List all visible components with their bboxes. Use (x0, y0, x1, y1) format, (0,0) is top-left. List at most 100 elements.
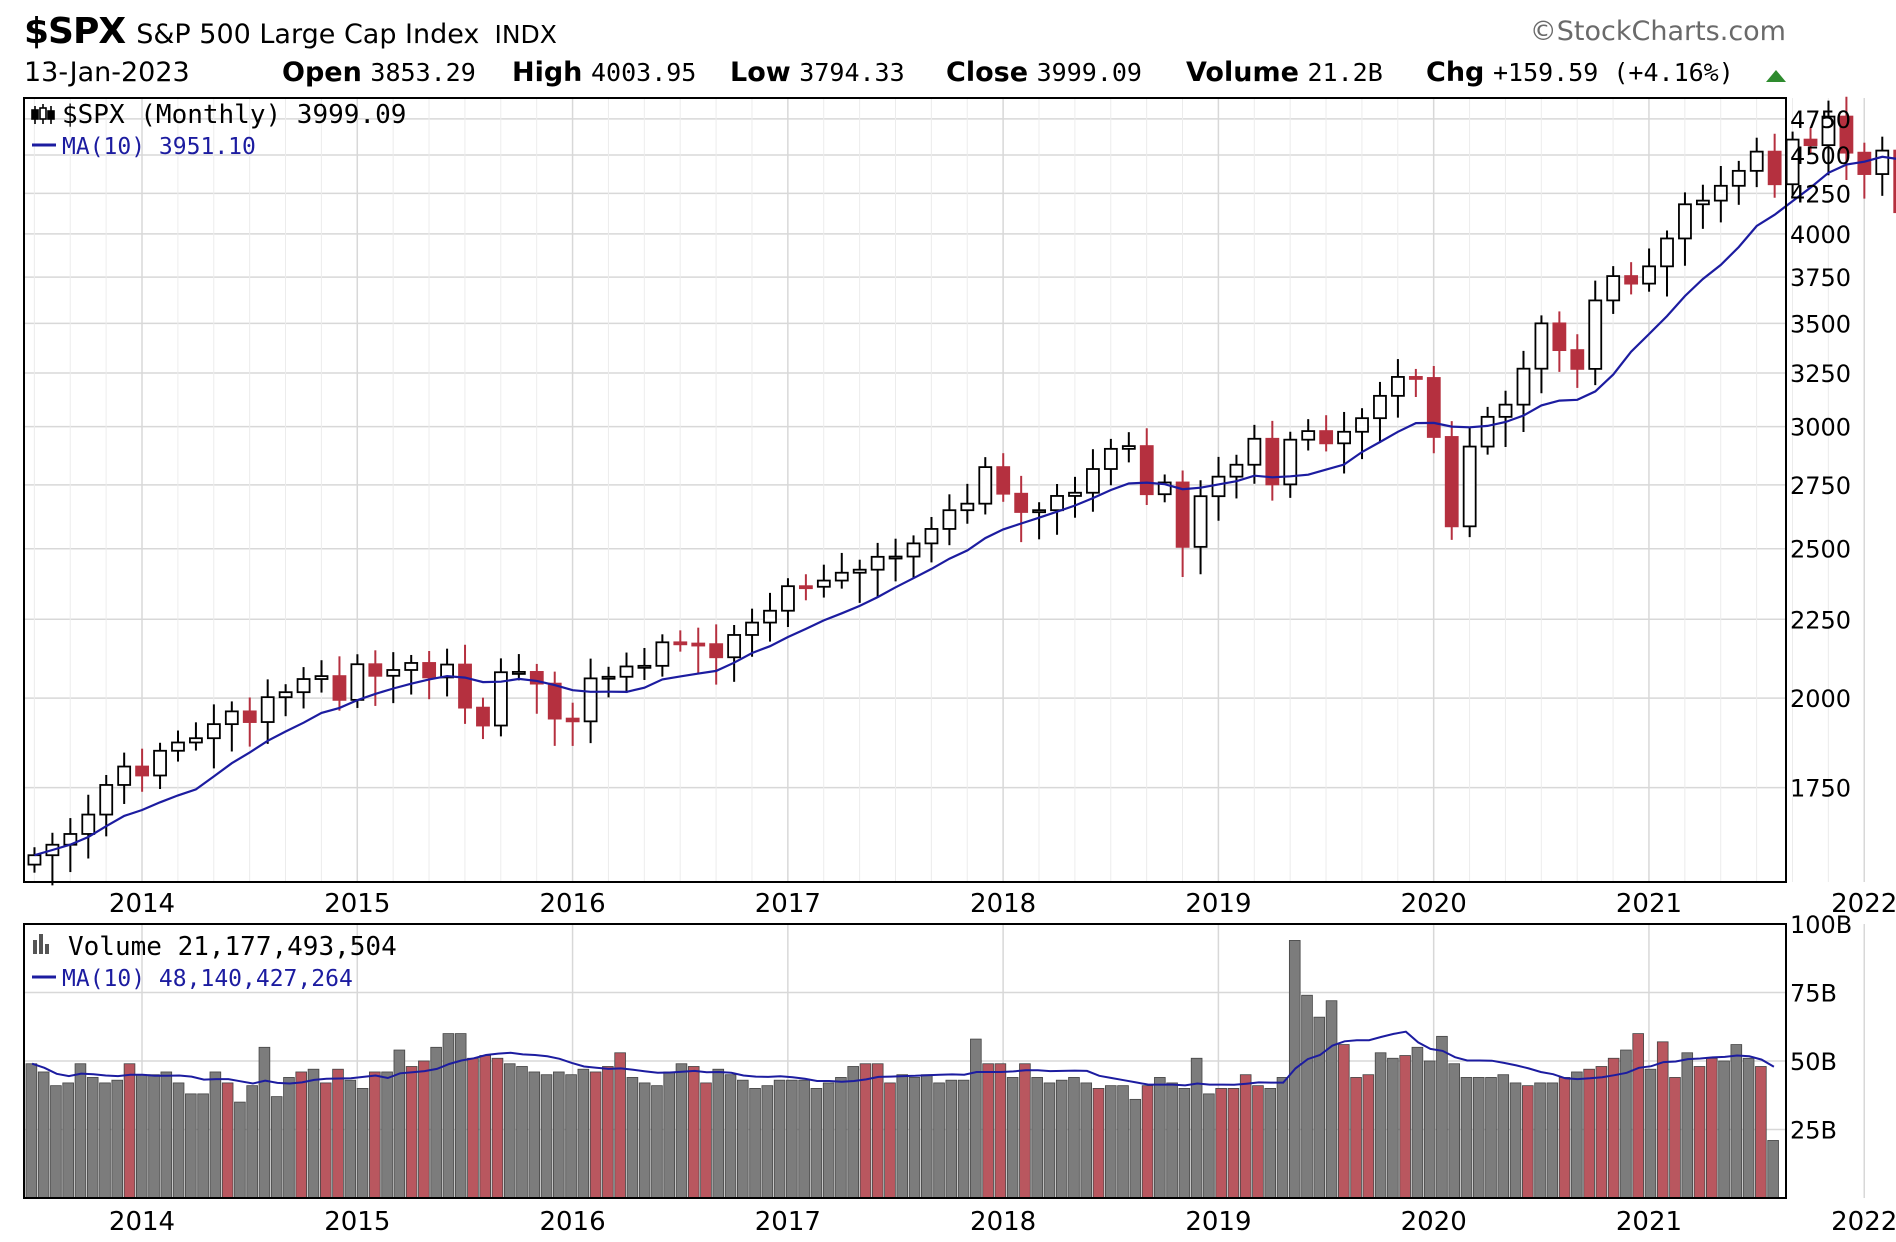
volume-year-label: 2014 (109, 1207, 175, 1237)
volume-bar (1080, 1082, 1093, 1199)
candle-up (1121, 432, 1136, 463)
quote-summary-row: 13-Jan-2023 Open 3853.29 High 4003.95 Lo… (24, 55, 1784, 91)
price-tick-label: 2250 (1790, 606, 1851, 634)
candle-up (834, 552, 849, 589)
volume-bar (74, 1063, 87, 1199)
volume-bar (1350, 1077, 1362, 1199)
candle-up (1068, 476, 1082, 518)
candle-down (1139, 428, 1154, 506)
volume-bar (25, 1063, 38, 1199)
price-year-label: 2016 (539, 889, 605, 919)
volume-bar (1252, 1085, 1264, 1199)
candlestick-legend-icon (31, 104, 55, 124)
price-ma-label: MA(10) 3951.10 (62, 134, 256, 160)
price-year-label: 2019 (1185, 889, 1251, 919)
volume-bar (651, 1085, 663, 1199)
candle-body (1462, 445, 1477, 528)
candle-body (1211, 475, 1226, 498)
volume-bar (884, 1082, 896, 1199)
price-moving-average-line (34, 155, 1896, 857)
volume-bar (1313, 1016, 1326, 1199)
brand-watermark: ©StockCharts.com (1529, 16, 1786, 47)
candle-body (242, 710, 257, 723)
volume-bar (1436, 1035, 1448, 1199)
candle-down (1803, 127, 1818, 154)
volume-bar (896, 1074, 909, 1199)
price-legend: $SPX (Monthly) 3999.09 MA(10) 3951.10 (31, 100, 406, 160)
volume-bar (1362, 1074, 1375, 1199)
volume-bar (1055, 1079, 1068, 1199)
candle-body (1695, 199, 1710, 206)
volume-axis-labels: 100B 75B 50B 25B (1790, 911, 1852, 1145)
volume-bar (160, 1071, 173, 1199)
volume-bar (859, 1063, 872, 1199)
candle-body (494, 671, 508, 727)
volume-bar (50, 1085, 62, 1199)
volume-bar (148, 1074, 160, 1199)
volume-bar (467, 1057, 479, 1199)
quote-open: Open 3853.29 (282, 55, 476, 91)
volume-bar (442, 1033, 455, 1199)
candle-body (1391, 376, 1405, 397)
candle-down (135, 748, 150, 792)
candle-up (816, 564, 831, 598)
candle-body (404, 662, 419, 671)
ticker-symbol: $SPX (24, 11, 126, 52)
candle-up (655, 634, 670, 677)
volume-year-label: 2018 (970, 1207, 1036, 1237)
volume-bar (369, 1071, 381, 1199)
price-grid (24, 98, 1865, 882)
candle-up (1731, 160, 1746, 205)
candle-up (314, 660, 329, 693)
volume-bar (503, 1063, 516, 1199)
candle-up (942, 494, 957, 546)
volume-bar (344, 1079, 357, 1199)
candle-up (924, 516, 939, 563)
volume-bar (589, 1071, 602, 1199)
quote-close: Close 3999.09 (946, 55, 1142, 91)
price-year-label: 2021 (1616, 889, 1682, 919)
candle-down (422, 651, 437, 700)
volume-bar (933, 1082, 945, 1199)
candle-down (1014, 475, 1029, 543)
candle-down (996, 453, 1011, 502)
candle-body (1426, 377, 1441, 438)
candle-body (1660, 237, 1674, 268)
candle-body (1570, 349, 1585, 370)
quote-change: Chg +159.59 (+4.16%) (1426, 55, 1734, 91)
candle-body (1103, 447, 1118, 470)
volume-bar (945, 1079, 958, 1199)
volume-bar (908, 1077, 921, 1199)
volume-bar (1632, 1033, 1644, 1199)
volume-bar (1607, 1057, 1620, 1199)
candle-body (1032, 509, 1047, 514)
volume-bar (1043, 1082, 1056, 1199)
candle-up (1355, 408, 1369, 460)
price-year-label: 2020 (1401, 889, 1467, 919)
volume-bar (970, 1038, 982, 1199)
volume-bar (283, 1077, 295, 1199)
price-tick-label: 3750 (1790, 264, 1851, 292)
volume-bar (185, 1093, 197, 1199)
candle-body (942, 509, 957, 530)
candle-up (978, 457, 993, 515)
candle-body (1749, 150, 1764, 172)
candle-body (1050, 495, 1064, 512)
volume-bar (1558, 1077, 1571, 1199)
candle-up (27, 847, 42, 873)
volume-bar (1325, 1000, 1338, 1199)
volume-bar (1117, 1085, 1129, 1199)
candle-body (1767, 150, 1782, 186)
candle-up (45, 832, 60, 886)
candle-up (153, 742, 167, 790)
candle-up (1301, 419, 1316, 451)
candle-body (1408, 376, 1423, 380)
price-axis-labels: 1750 2000 2250 2500 2750 3000 3250 3500 3750 4000… (1790, 106, 1851, 803)
candle-body (1821, 115, 1836, 147)
candle-body (1875, 149, 1890, 175)
candle-up (1875, 136, 1890, 196)
price-series-label: $SPX (Monthly) 3999.09 (62, 100, 406, 130)
volume-bar (1301, 994, 1313, 1199)
candle-body (673, 641, 688, 646)
candle-down (709, 624, 724, 685)
